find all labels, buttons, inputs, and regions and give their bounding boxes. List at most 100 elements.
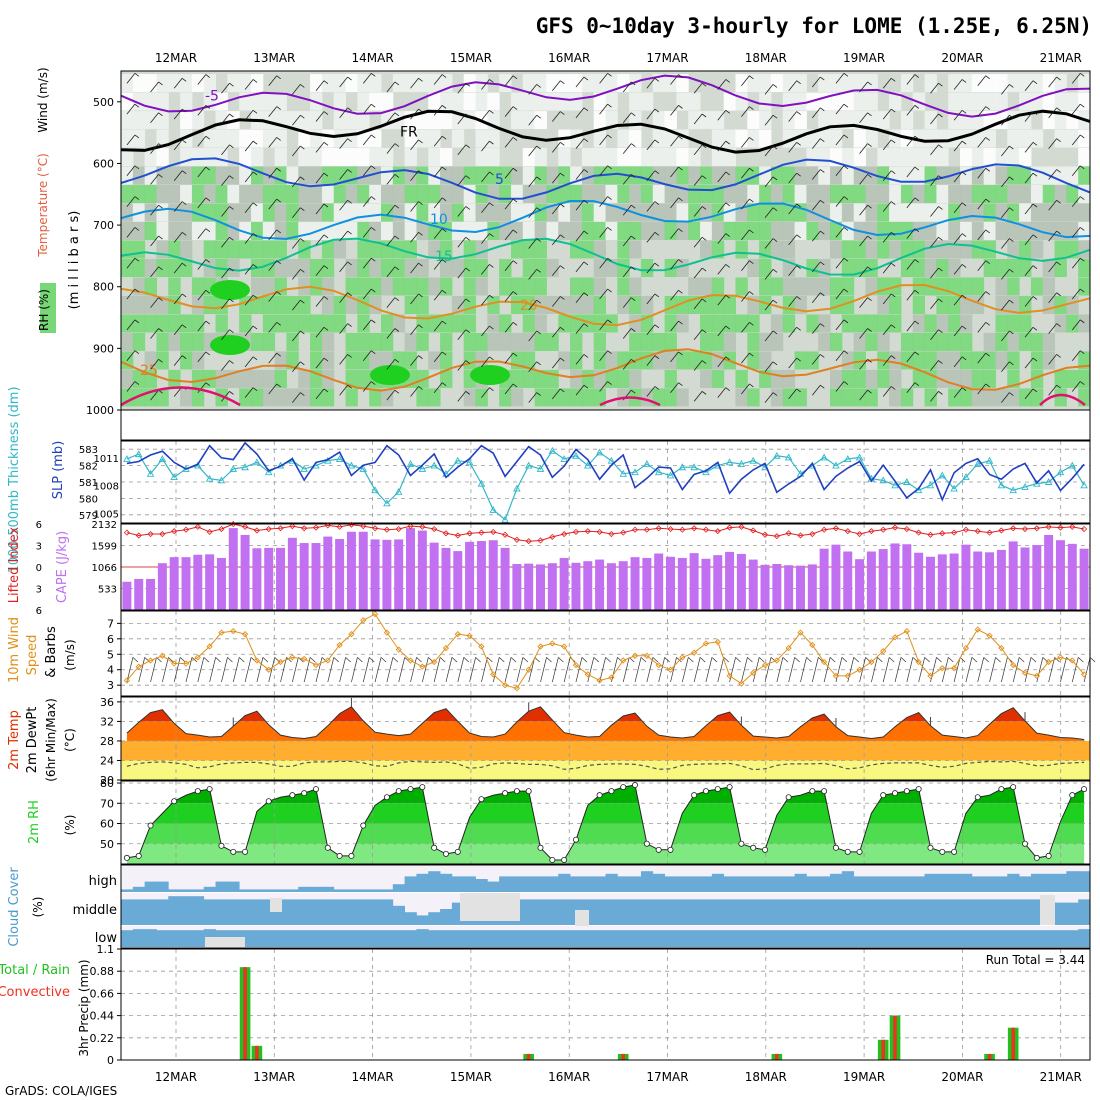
- rh-cell: [156, 388, 169, 407]
- wind-barb: [906, 105, 916, 116]
- cape-bar: [146, 578, 156, 610]
- wind-barb: [552, 234, 561, 246]
- top-date-label: 13MAR: [253, 51, 295, 65]
- rh-cell: [971, 92, 985, 111]
- isotherm-FR: [120, 109, 1091, 154]
- cloud-bar: [510, 930, 524, 947]
- rh-cell: [971, 240, 985, 259]
- rh-cell: [711, 166, 725, 185]
- wind-barb: [764, 392, 774, 403]
- rh-cell: [499, 166, 512, 185]
- wind-barb: [244, 387, 254, 398]
- wind-barb: [173, 170, 183, 181]
- rh-cell: [830, 111, 843, 130]
- rh-cell: [180, 332, 193, 351]
- wind-barb-flag: [489, 264, 494, 268]
- cloud-bar: [1019, 930, 1032, 947]
- wind-barb: [670, 74, 679, 85]
- rh-cell: [286, 203, 299, 222]
- wind-barb-flag: [985, 352, 990, 357]
- wind-barb: [622, 204, 632, 216]
- wind-barb-flag: [607, 134, 612, 139]
- wind-barb-flag: [630, 389, 636, 394]
- rh-cell: [463, 92, 477, 111]
- wind-barb: [788, 357, 797, 369]
- rh-point: [1045, 852, 1052, 859]
- wind-barb: [764, 145, 774, 157]
- thickness-point: [371, 486, 379, 494]
- cloud-bar: [191, 889, 205, 892]
- rh-cell: [321, 351, 335, 370]
- rh-cell: [723, 314, 736, 333]
- rh-cell: [215, 314, 228, 333]
- rh-cell: [250, 369, 264, 388]
- rh-cell: [830, 388, 843, 407]
- rh-cell: [581, 277, 595, 296]
- wind-barb-flag: [938, 82, 943, 87]
- cloud-bar: [806, 930, 819, 947]
- rh-cell: [121, 369, 134, 388]
- wind-barb-flag: [252, 171, 258, 176]
- rh-cell: [156, 111, 169, 130]
- cloud-bar: [983, 876, 996, 892]
- wind10-point: [501, 682, 509, 689]
- wind-barb-flag: [583, 199, 589, 204]
- wind-barb-flag: [654, 262, 660, 267]
- wind-barb: [575, 230, 585, 242]
- wind10-barb: [705, 657, 713, 683]
- cloud-bar: [121, 930, 134, 947]
- rh-cell: [1007, 351, 1020, 370]
- wind10-point: [182, 660, 190, 667]
- li-point: [1045, 523, 1052, 530]
- wind-barb: [362, 165, 372, 177]
- rh-cell: [286, 258, 299, 277]
- rh-cell: [440, 332, 453, 351]
- rh-cell: [593, 203, 606, 222]
- wind-barb: [741, 198, 750, 210]
- rh-cell: [1007, 222, 1020, 241]
- wind-barb-flag: [678, 74, 683, 78]
- wind-barb: [1024, 111, 1034, 122]
- precip-conv-label: Convective: [0, 985, 70, 1000]
- thickness-point: [264, 468, 273, 476]
- wind-barb: [622, 297, 632, 308]
- wind10-barb: [811, 657, 819, 683]
- wind10-barb-flag: [475, 657, 481, 663]
- wind-barb: [1001, 176, 1010, 188]
- wind10-barb-flag: [463, 657, 470, 663]
- tick-label: 4: [107, 664, 114, 677]
- rh-cell: [865, 258, 878, 277]
- wind-barb: [433, 135, 443, 147]
- rh-point: [643, 840, 650, 847]
- wind-barb: [126, 134, 136, 146]
- wind-barb: [859, 174, 868, 185]
- thickness-point: [690, 463, 698, 471]
- rh-cell: [215, 111, 228, 130]
- isotherm-label: 20: [520, 298, 538, 314]
- wind-barb: [930, 144, 939, 156]
- rh-cell: [215, 222, 228, 241]
- cloud-bar: [960, 930, 973, 947]
- wind-barb-flag: [181, 77, 187, 82]
- wind-barb-flag: [843, 103, 849, 108]
- thickness-point: [158, 455, 167, 462]
- rh-cell: [735, 388, 748, 407]
- rh-cell: [794, 111, 807, 130]
- cloud-bar: [463, 930, 476, 947]
- rh-cell: [333, 203, 347, 222]
- wind-barb: [339, 169, 348, 180]
- wind10-barb-flag: [794, 657, 800, 663]
- wind-barb-flag: [914, 166, 920, 171]
- wind10m-border: [120, 610, 1091, 697]
- wind-barb-flag: [985, 322, 990, 326]
- rh-cell: [782, 111, 796, 130]
- rh-cell: [983, 74, 996, 93]
- rh-cell: [144, 148, 157, 167]
- li-point: [608, 530, 615, 538]
- wind-barb-flag: [961, 109, 967, 114]
- rh-cell: [510, 111, 524, 130]
- cape-bar: [1008, 541, 1018, 610]
- li-point: [312, 524, 320, 531]
- li-line: [126, 523, 1085, 542]
